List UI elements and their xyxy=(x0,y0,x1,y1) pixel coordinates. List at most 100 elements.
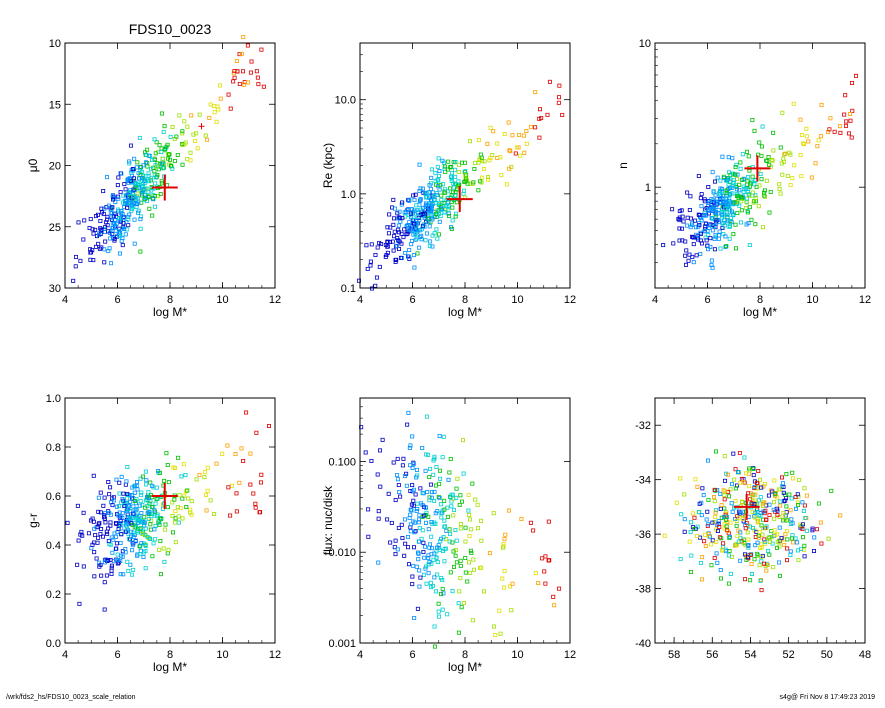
data-point xyxy=(194,477,199,482)
data-point xyxy=(387,212,392,217)
x-tick-label: 50 xyxy=(821,649,833,661)
data-point xyxy=(427,542,432,547)
data-point xyxy=(749,561,754,566)
data-point xyxy=(722,506,727,511)
data-point xyxy=(79,529,84,534)
x-tick-label: 10 xyxy=(806,294,818,306)
data-point xyxy=(118,559,123,564)
data-point xyxy=(143,150,148,155)
data-point xyxy=(547,558,552,563)
data-point xyxy=(750,174,755,179)
data-point xyxy=(813,161,818,166)
data-point xyxy=(249,59,254,64)
data-point xyxy=(435,572,440,577)
data-point xyxy=(795,548,800,553)
data-point xyxy=(760,532,765,537)
data-point xyxy=(248,451,253,456)
data-point xyxy=(467,513,472,518)
data-point xyxy=(123,187,128,192)
data-point xyxy=(429,203,434,208)
data-point xyxy=(180,516,185,521)
data-point xyxy=(98,531,103,536)
data-point xyxy=(121,491,126,496)
data-point xyxy=(425,191,430,196)
data-point xyxy=(777,560,782,565)
data-point xyxy=(487,551,492,556)
data-point xyxy=(463,539,468,544)
data-point xyxy=(411,519,416,524)
data-point xyxy=(175,152,180,157)
data-point xyxy=(746,545,751,550)
data-point xyxy=(129,521,134,526)
data-point xyxy=(135,518,140,523)
data-point xyxy=(449,492,454,497)
data-point xyxy=(691,235,696,240)
data-point xyxy=(771,130,776,135)
y-tick-label: 15 xyxy=(49,99,61,111)
data-point xyxy=(693,218,698,223)
data-point xyxy=(417,526,422,531)
data-point xyxy=(135,520,140,525)
data-point xyxy=(448,165,453,170)
data-point xyxy=(804,134,809,139)
data-point xyxy=(195,146,200,151)
data-point xyxy=(102,513,107,518)
data-point xyxy=(153,524,158,529)
data-point xyxy=(533,125,538,130)
data-point xyxy=(368,263,373,268)
data-point xyxy=(706,497,711,502)
data-point xyxy=(750,495,755,500)
data-point xyxy=(759,559,764,564)
data-point xyxy=(153,151,158,156)
data-point xyxy=(414,475,419,480)
data-point xyxy=(848,118,853,123)
y-tick-label: 0.100 xyxy=(328,456,356,468)
data-point xyxy=(132,241,137,246)
data-point xyxy=(98,231,103,236)
data-point xyxy=(764,517,769,522)
data-point xyxy=(718,178,723,183)
data-point xyxy=(802,486,807,491)
data-point xyxy=(789,517,794,522)
data-point xyxy=(728,487,733,492)
data-point xyxy=(152,527,157,532)
data-point xyxy=(510,133,515,138)
data-point xyxy=(449,504,454,509)
data-point xyxy=(423,238,428,243)
data-point xyxy=(109,563,114,568)
data-point xyxy=(751,466,756,471)
data-points xyxy=(356,79,565,291)
data-point xyxy=(698,251,703,256)
y-axis-label: flux: nuc/disk xyxy=(321,485,335,555)
data-point xyxy=(784,518,789,523)
data-point xyxy=(519,516,524,521)
data-point xyxy=(814,527,819,532)
data-point xyxy=(557,586,562,591)
data-point xyxy=(126,532,131,537)
data-point xyxy=(850,80,855,85)
data-point xyxy=(468,570,473,575)
data-point xyxy=(150,213,155,218)
data-point xyxy=(109,571,114,576)
data-point xyxy=(724,188,729,193)
data-point xyxy=(138,526,143,531)
data-point xyxy=(528,520,533,525)
data-point xyxy=(420,528,425,533)
data-point xyxy=(680,238,685,243)
data-point xyxy=(741,537,746,542)
data-point xyxy=(152,508,157,513)
data-point xyxy=(710,170,715,175)
data-point xyxy=(407,247,412,252)
data-point xyxy=(255,75,260,80)
data-point xyxy=(832,129,837,134)
data-points xyxy=(359,410,562,649)
data-point xyxy=(450,205,455,210)
data-point xyxy=(185,124,190,129)
data-point xyxy=(715,488,720,493)
data-point xyxy=(688,216,693,221)
data-point xyxy=(374,275,379,280)
data-point xyxy=(403,473,408,478)
data-point xyxy=(393,259,398,264)
data-point xyxy=(422,513,427,518)
